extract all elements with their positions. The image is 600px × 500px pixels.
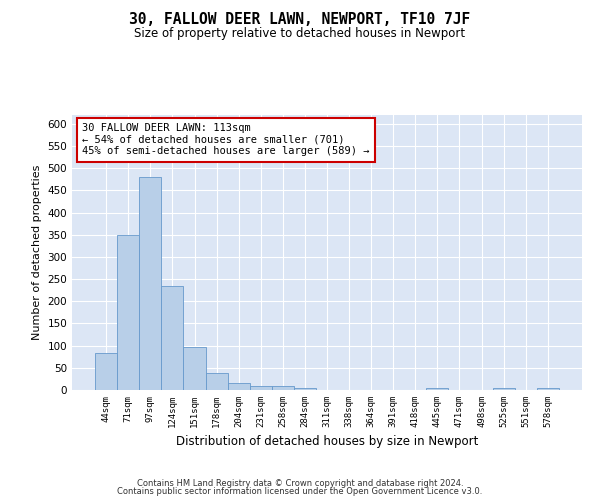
Text: Contains public sector information licensed under the Open Government Licence v3: Contains public sector information licen… [118, 487, 482, 496]
Bar [227, 383, 250, 390]
Text: Contains HM Land Registry data © Crown copyright and database right 2024.: Contains HM Land Registry data © Crown c… [137, 478, 463, 488]
X-axis label: Distribution of detached houses by size in Newport: Distribution of detached houses by size … [176, 436, 478, 448]
Bar [537, 388, 559, 390]
Bar [95, 353, 117, 390]
Bar [294, 388, 316, 390]
Bar [272, 386, 294, 390]
Bar [427, 388, 448, 390]
Bar [250, 386, 272, 390]
Y-axis label: Number of detached properties: Number of detached properties [32, 165, 42, 340]
Bar [184, 347, 206, 390]
Bar [493, 388, 515, 390]
Text: 30, FALLOW DEER LAWN, NEWPORT, TF10 7JF: 30, FALLOW DEER LAWN, NEWPORT, TF10 7JF [130, 12, 470, 28]
Bar [206, 373, 227, 390]
Bar [139, 177, 161, 390]
Bar [161, 286, 184, 390]
Bar [117, 235, 139, 390]
Text: 30 FALLOW DEER LAWN: 113sqm
← 54% of detached houses are smaller (701)
45% of se: 30 FALLOW DEER LAWN: 113sqm ← 54% of det… [82, 123, 370, 156]
Text: Size of property relative to detached houses in Newport: Size of property relative to detached ho… [134, 28, 466, 40]
